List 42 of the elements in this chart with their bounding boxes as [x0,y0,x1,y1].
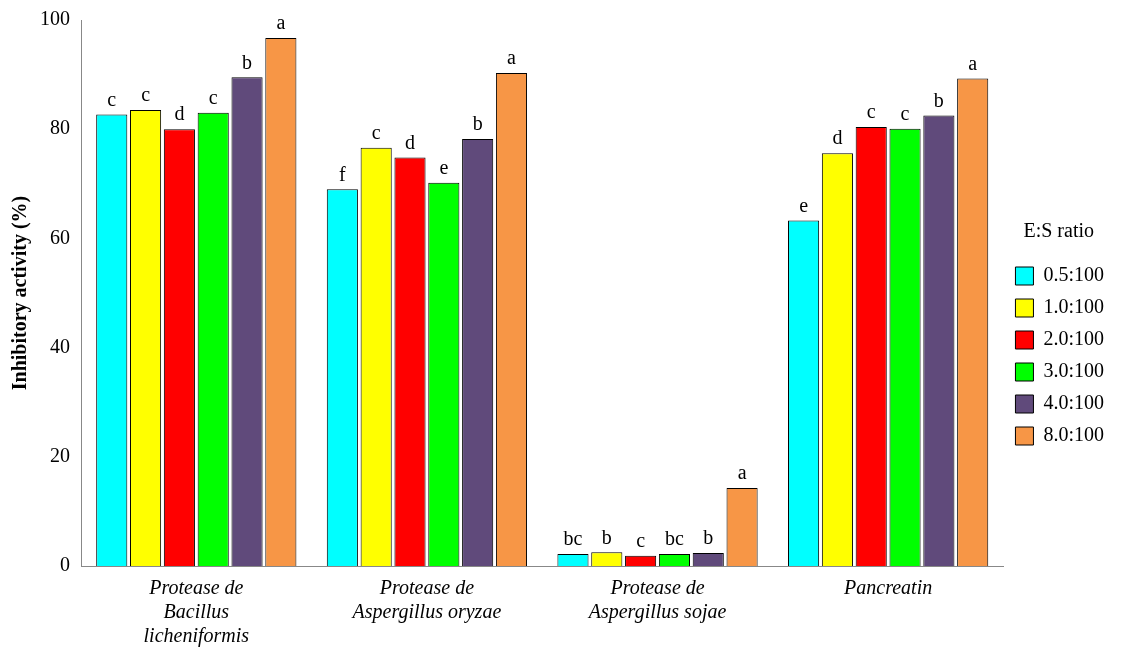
legend-label: 2.0:100 [1043,327,1105,350]
data-label: c [208,86,218,109]
x-tick-label: Protease de Aspergillus oryzae [350,576,502,624]
legend-title: E:S ratio [1023,219,1094,242]
y-tick-label: 80 [50,116,70,139]
y-tick-label: 60 [50,225,70,248]
data-label: a [276,11,286,34]
data-label: a [737,461,747,484]
legend-label: 8.0:100 [1043,423,1105,446]
y-tick-label: 100 [40,7,70,30]
data-label: d [405,130,415,153]
data-label: b [242,50,253,73]
data-label: b [472,112,483,135]
data-label: b [601,525,612,548]
data-label: a [507,46,517,69]
data-label: a [968,51,978,74]
y-axis-title: Inhibitory activity (%) [8,195,32,391]
data-label: f [339,162,347,185]
data-label: c [900,101,910,124]
data-label: e [439,155,449,178]
data-label: c [107,87,117,110]
data-label: bc [664,527,684,550]
data-label: d [832,126,843,149]
data-label: e [799,193,809,216]
x-tick-label: Protease de Aspergillus sojae [586,576,727,624]
x-tick-label: Pancreatin [843,576,933,599]
legend-label: 4.0:100 [1043,391,1105,414]
legend-label: 0.5:100 [1043,263,1105,286]
data-label: b [703,526,714,549]
data-label: c [636,528,646,551]
data-label: c [141,83,151,106]
data-label: c [371,121,381,144]
data-label: bc [563,527,583,550]
legend-label: 1.0:100 [1043,295,1105,318]
y-tick-label: 20 [50,444,70,467]
y-tick-label: 0 [60,553,70,576]
x-tick-label: Protease de Bacillus licheniformis [143,576,250,648]
data-label: b [933,88,944,111]
y-tick-label: 40 [50,334,70,357]
data-label: c [866,100,876,123]
data-label: d [174,102,185,125]
legend-label: 3.0:100 [1043,359,1105,382]
